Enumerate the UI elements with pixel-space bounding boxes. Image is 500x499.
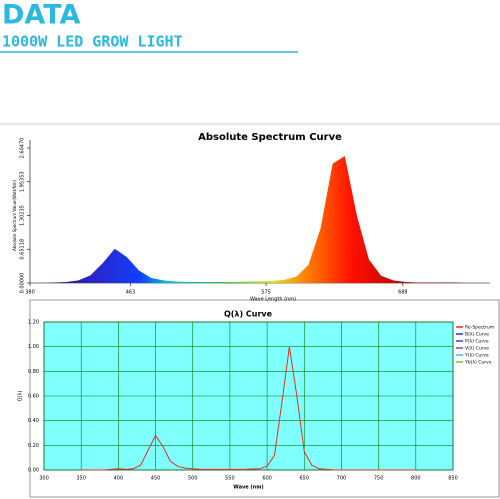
x-tick-label: 688	[398, 290, 408, 296]
legend-label: Yb(λ) Curve	[464, 360, 492, 366]
x-tick-label: 400	[114, 476, 124, 482]
x-tick-label: 650	[299, 476, 309, 482]
y-tick-label: 0.60	[28, 394, 39, 400]
y-tick-label: 0.00	[28, 468, 39, 474]
x-tick-label: 550	[225, 476, 235, 482]
q-chart: Q(λ) Curve 0.00 0.20 0.40 0.60 0.80 1.00 1.20 30…	[18, 310, 495, 491]
x-tick-label: 750	[374, 476, 384, 482]
y-tick-label: 0.40	[28, 418, 39, 424]
x-tick-label: 463	[126, 290, 136, 296]
x-tick-label: 380	[25, 290, 35, 296]
y-axis-label: Absolute Spectrum Value(Watt/Nm)	[12, 180, 17, 251]
y-tick-label: 0.80	[28, 369, 39, 375]
x-axis-label: Wave Length (nm)	[250, 297, 296, 303]
x-tick-label: 600	[262, 476, 272, 482]
x-tick-label: 800	[411, 476, 421, 482]
legend-label: P(λ) Curve	[465, 339, 489, 345]
x-tick-label: 700	[337, 476, 347, 482]
x-tick-label: 350	[76, 476, 86, 482]
x-tick-label: 450	[151, 476, 161, 482]
legend-label: Y(λ) Curve	[464, 353, 489, 359]
y-tick-label: 2.60470	[20, 138, 26, 159]
x-axis-label: Wave (nm)	[233, 485, 263, 491]
frame	[29, 299, 500, 498]
y-tick-label: 0.65118	[20, 239, 26, 260]
x-tick-label: 575	[261, 290, 271, 296]
header-title: DATA	[2, 0, 81, 31]
y-tick-label: 1.00	[28, 344, 39, 350]
y-tick-label: 0.20	[28, 443, 39, 449]
spectrum-area	[30, 156, 490, 283]
y-tick-label: 1.20	[28, 320, 39, 326]
legend-label: B(λ) Curve	[465, 332, 489, 338]
chart-title: Q(λ) Curve	[224, 310, 273, 319]
y-tick-label: 1.30235	[20, 205, 26, 226]
header-subtitle: 1000W LED GROW LIGHT	[2, 33, 183, 51]
x-tick-label: 300	[39, 476, 49, 482]
legend-label: Re-Spectrum	[465, 325, 494, 331]
y-tick-label: 0.00000	[20, 273, 26, 294]
spectrum-chart: Absolute Spectrum Curve 0.00000 0.65118 1.3…	[12, 132, 490, 303]
y-tick-label: 1.95353	[20, 171, 26, 192]
series-line	[81, 346, 416, 471]
x-tick-label: 850	[448, 476, 458, 482]
x-tick-label: 500	[188, 476, 198, 482]
chart-title: Absolute Spectrum Curve	[198, 132, 342, 143]
legend-label: V(λ) Curve	[465, 346, 489, 352]
y-axis-label: Q(λ)	[18, 391, 24, 402]
